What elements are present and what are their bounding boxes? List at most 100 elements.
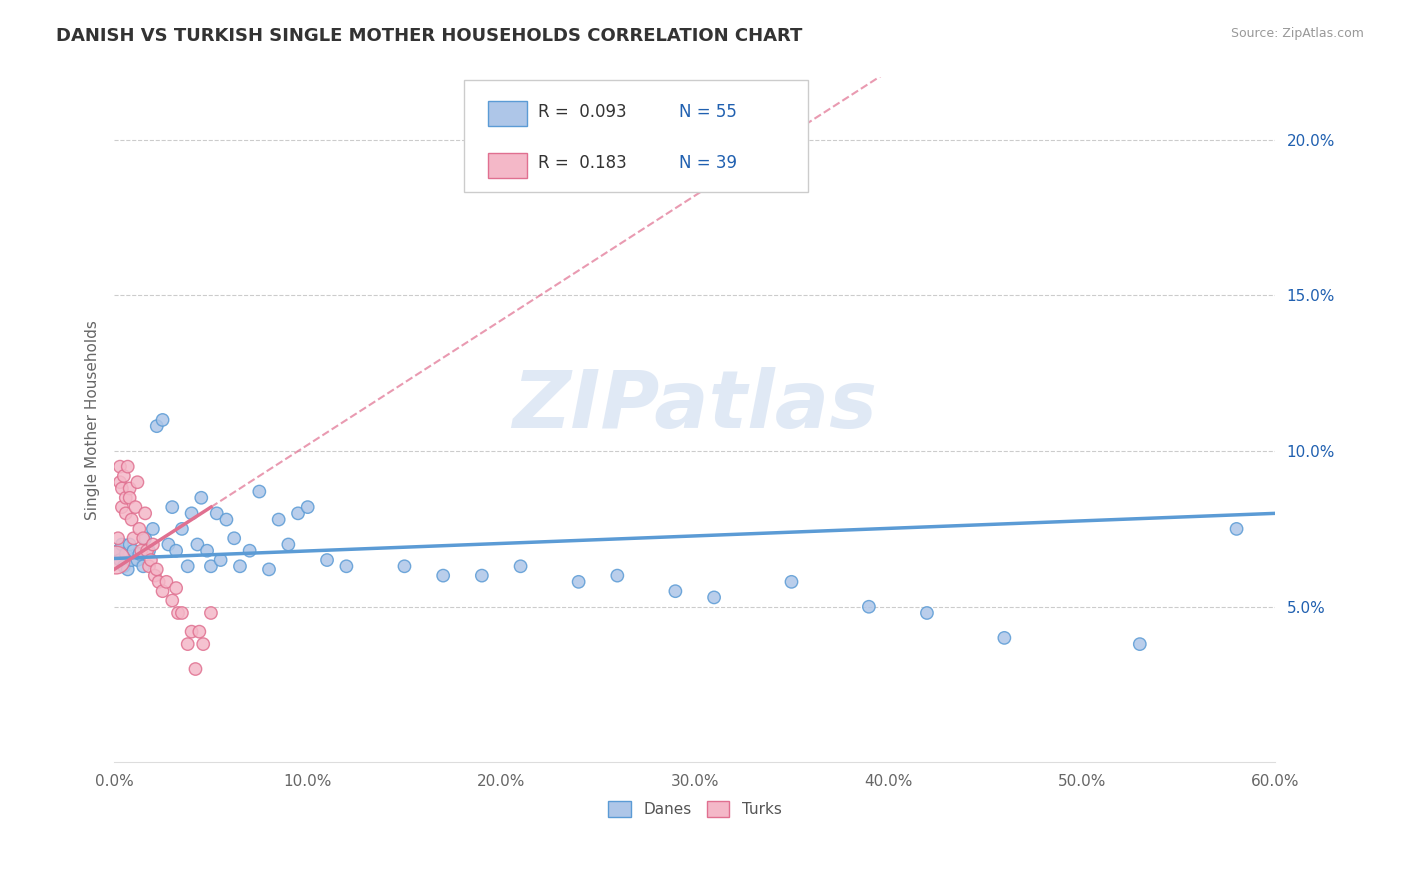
Point [136,543,159,558]
Point [287,506,309,520]
Point [780,574,803,589]
Point [111,537,134,551]
Point [108,553,131,567]
Point [145,419,167,434]
Point [188,624,211,639]
Point [180,624,202,639]
Point [112,559,135,574]
Point [509,559,531,574]
Text: R =  0.183: R = 0.183 [538,154,627,172]
Point [316,553,339,567]
Point [205,506,228,520]
Point [132,559,155,574]
Point [112,469,135,483]
Point [170,522,193,536]
Point [190,491,212,505]
Point [111,482,134,496]
Point [394,559,416,574]
Point [122,543,145,558]
Point [703,591,725,605]
Point [297,500,319,515]
Point [138,543,160,558]
Point [186,537,208,551]
Point [129,543,152,558]
Point [139,553,162,567]
Point [121,553,143,567]
Point [152,584,174,599]
Point [167,606,190,620]
Point [200,559,222,574]
Point [142,522,165,536]
Point [993,631,1015,645]
Point [138,559,160,574]
Point [122,531,145,545]
Point [118,491,141,505]
Point [132,531,155,545]
Point [128,547,150,561]
Point [114,506,136,520]
Point [107,543,129,558]
Point [162,500,184,515]
Text: ZIPatlas: ZIPatlas [512,368,877,445]
Point [143,568,166,582]
Point [858,599,880,614]
Point [239,543,262,558]
Point [606,568,628,582]
Point [195,543,218,558]
Text: Source: ZipAtlas.com: Source: ZipAtlas.com [1230,27,1364,40]
Point [224,531,246,545]
Point [177,559,200,574]
Point [157,537,180,551]
Point [134,531,156,545]
Point [107,531,129,545]
Point [165,581,187,595]
Point [121,512,143,526]
Point [209,553,232,567]
Point [471,568,494,582]
Point [148,574,170,589]
Point [664,584,686,599]
Point [1129,637,1152,651]
Point [127,553,149,567]
Point [105,553,128,567]
Point [108,459,131,474]
Point [165,543,187,558]
Point [193,637,215,651]
Point [152,413,174,427]
Point [915,606,938,620]
Point [277,537,299,551]
Point [170,606,193,620]
Point [200,606,222,620]
Point [145,562,167,576]
Point [177,637,200,651]
Y-axis label: Single Mother Households: Single Mother Households [86,320,100,520]
Text: N = 55: N = 55 [679,103,737,121]
Point [267,512,290,526]
Point [118,537,141,551]
Point [180,506,202,520]
Text: R =  0.093: R = 0.093 [538,103,627,121]
Point [127,475,149,490]
Point [128,522,150,536]
Point [117,562,139,576]
Point [568,574,591,589]
Point [229,559,252,574]
Legend: Danes, Turks: Danes, Turks [602,795,787,823]
Point [155,574,177,589]
Point [118,482,141,496]
Point [134,506,156,520]
Point [162,593,184,607]
Point [432,568,454,582]
Point [215,512,238,526]
Point [184,662,207,676]
Point [335,559,357,574]
Point [247,484,270,499]
Point [142,537,165,551]
Point [108,475,131,490]
Text: DANISH VS TURKISH SINGLE MOTHER HOUSEHOLDS CORRELATION CHART: DANISH VS TURKISH SINGLE MOTHER HOUSEHOL… [56,27,803,45]
Text: N = 39: N = 39 [679,154,737,172]
Point [257,562,280,576]
Point [114,547,136,561]
Point [1225,522,1247,536]
Point [114,491,136,505]
